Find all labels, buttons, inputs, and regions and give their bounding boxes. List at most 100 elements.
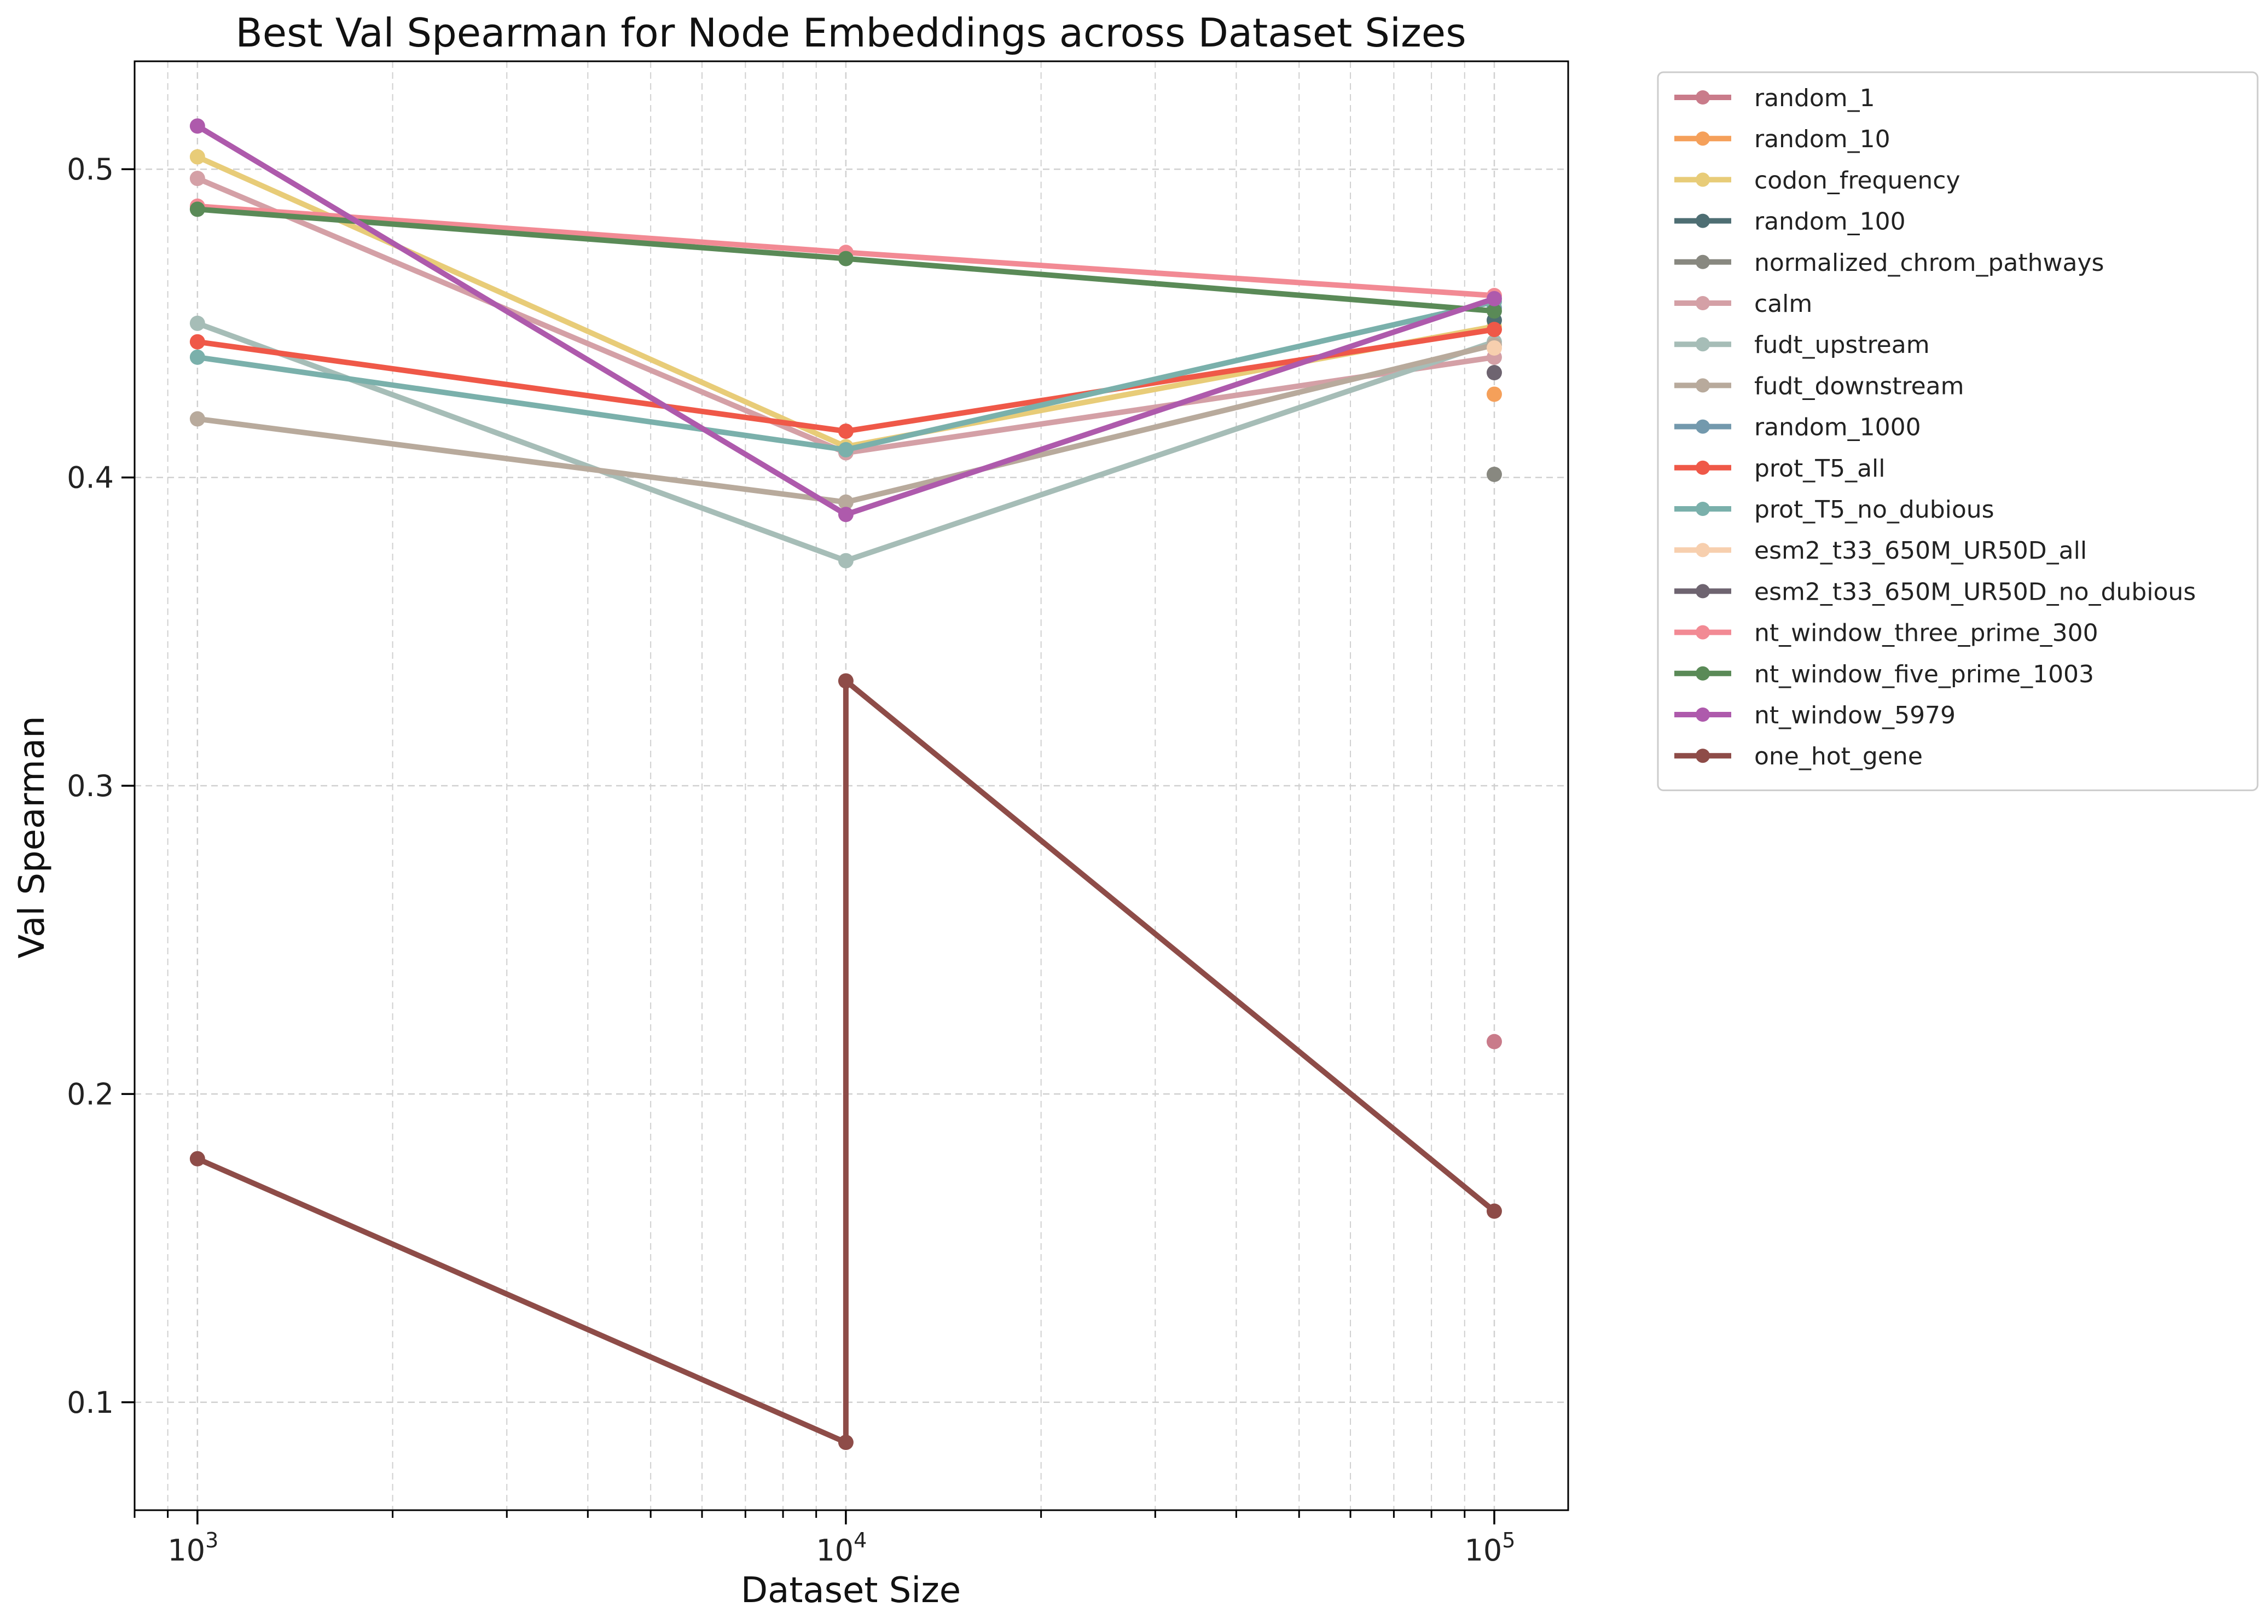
legend-item: nt_window_three_prime_300 — [1674, 619, 2098, 647]
y-tick-label: 0.1 — [67, 1385, 114, 1420]
series-random_10 — [1486, 386, 1502, 402]
legend-swatch-marker — [1696, 749, 1710, 763]
data-point — [1486, 386, 1502, 402]
x-axis: 103 104 105 — [134, 1510, 1516, 1568]
series-group — [189, 118, 1502, 1451]
chart-title: Best Val Spearman for Node Embeddings ac… — [235, 10, 1466, 56]
legend-swatch-marker — [1696, 296, 1710, 310]
y-tick-label: 0.2 — [67, 1077, 114, 1111]
data-point — [189, 334, 205, 350]
data-point — [189, 411, 205, 427]
series-esm2_t33_650M_UR50D_all — [1486, 340, 1502, 356]
legend-label: random_10 — [1754, 125, 1890, 153]
data-point — [189, 171, 205, 187]
data-point — [189, 315, 205, 331]
series-normalized_chrom_pathways — [1486, 466, 1502, 482]
legend-item: esm2_t33_650M_UR50D_all — [1674, 537, 2087, 565]
data-point — [1486, 1034, 1502, 1049]
legend-swatch-marker — [1696, 707, 1710, 722]
legend-item: codon_frequency — [1674, 166, 1960, 194]
data-point — [1486, 291, 1502, 306]
data-point — [1486, 466, 1502, 482]
legend-label: fudt_downstream — [1754, 372, 1964, 400]
legend-label: codon_frequency — [1754, 166, 1960, 194]
legend-item: prot_T5_all — [1674, 455, 1886, 483]
x-tick-label: 105 — [1465, 1528, 1516, 1568]
data-point — [838, 507, 854, 523]
data-point — [1486, 365, 1502, 381]
series-line — [194, 678, 1497, 1446]
legend-box — [1657, 71, 2259, 791]
data-point — [189, 349, 205, 365]
data-point — [838, 251, 854, 266]
legend-swatch-marker — [1696, 90, 1710, 105]
legend-swatch-marker — [1696, 543, 1710, 558]
series-random_1 — [1486, 1034, 1502, 1049]
data-point — [838, 494, 854, 510]
data-point — [1486, 1203, 1502, 1219]
x-tick-label: 104 — [816, 1528, 867, 1568]
legend-swatch-marker — [1696, 131, 1710, 146]
legend-swatch-marker — [1696, 172, 1710, 187]
series-esm2_t33_650M_UR50D_no_dubious — [1486, 365, 1502, 381]
data-point — [838, 424, 854, 439]
data-point — [838, 673, 854, 689]
legend-item: random_1000 — [1674, 414, 1921, 442]
y-tick-label: 0.5 — [67, 152, 114, 187]
legend: random_1 random_10 codon_frequency random_1… — [1657, 71, 2259, 791]
legend-label: fudt_upstream — [1754, 331, 1930, 359]
legend-item: prot_T5_no_dubious — [1674, 496, 1994, 524]
legend-swatch-marker — [1696, 419, 1710, 434]
data-point — [1486, 303, 1502, 319]
data-point — [838, 553, 854, 569]
data-point — [1486, 340, 1502, 356]
legend-label: esm2_t33_650M_UR50D_no_dubious — [1754, 578, 2196, 606]
legend-item: random_1 — [1674, 84, 1875, 112]
legend-label: normalized_chrom_pathways — [1754, 249, 2104, 277]
legend-label: random_100 — [1754, 208, 1906, 236]
y-axis-label: Val Spearman — [12, 716, 53, 958]
legend-item: one_hot_gene — [1674, 743, 1923, 770]
y-axis: 0.1 0.2 0.3 0.4 0.5 — [67, 152, 135, 1420]
legend-swatch-marker — [1696, 502, 1710, 516]
legend-label: prot_T5_no_dubious — [1754, 496, 1994, 524]
x-tick-label: 103 — [167, 1528, 218, 1568]
legend-label: random_1 — [1754, 84, 1875, 112]
data-point — [1486, 322, 1502, 338]
data-point — [189, 149, 205, 165]
data-point — [189, 118, 205, 134]
series-one_hot_gene — [189, 673, 1502, 1451]
legend-label: calm — [1754, 290, 1812, 318]
legend-swatch-marker — [1696, 625, 1710, 640]
y-tick-label: 0.3 — [67, 769, 114, 803]
x-axis-label: Dataset Size — [741, 1570, 961, 1611]
legend-swatch-marker — [1696, 378, 1710, 393]
legend-label: nt_window_three_prime_300 — [1754, 619, 2098, 647]
legend-label: nt_window_5979 — [1754, 701, 1956, 729]
grid — [134, 61, 1568, 1510]
legend-item: normalized_chrom_pathways — [1674, 249, 2104, 277]
series-nt_window_five_prime_1003 — [189, 201, 1502, 319]
legend-swatch-marker — [1696, 666, 1710, 681]
legend-swatch-marker — [1696, 337, 1710, 352]
series-nt_window_5979 — [189, 118, 1502, 523]
legend-swatch-marker — [1696, 584, 1710, 599]
legend-swatch-marker — [1696, 213, 1710, 228]
legend-label: nt_window_five_prime_1003 — [1754, 660, 2094, 688]
legend-label: one_hot_gene — [1754, 743, 1923, 770]
legend-item: calm — [1674, 290, 1812, 318]
legend-label: esm2_t33_650M_UR50D_all — [1754, 537, 2087, 565]
legend-item: esm2_t33_650M_UR50D_no_dubious — [1674, 578, 2196, 606]
data-point — [838, 1435, 854, 1451]
legend-label: prot_T5_all — [1754, 455, 1886, 483]
legend-item: fudt_upstream — [1674, 331, 1930, 359]
data-point — [189, 1151, 205, 1167]
y-tick-label: 0.4 — [67, 461, 114, 495]
data-point — [838, 442, 854, 457]
legend-item: nt_window_five_prime_1003 — [1674, 660, 2094, 688]
legend-item: fudt_downstream — [1674, 372, 1964, 400]
legend-item: random_10 — [1674, 125, 1890, 153]
legend-label: random_1000 — [1754, 414, 1921, 442]
legend-swatch-marker — [1696, 254, 1710, 269]
